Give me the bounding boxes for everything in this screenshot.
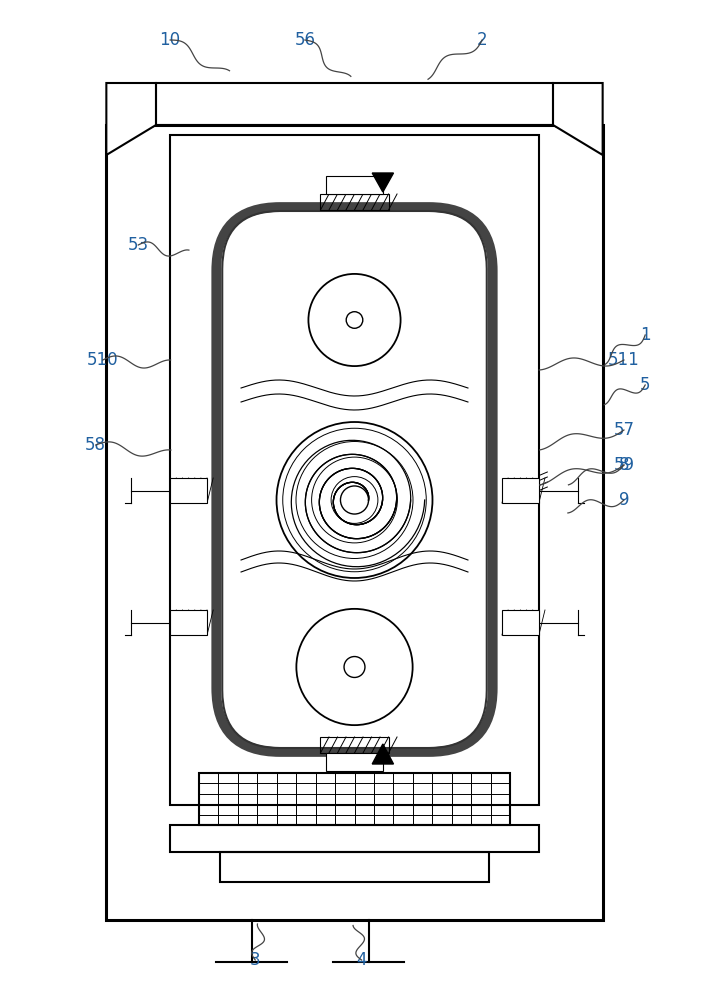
Bar [502, 478, 539, 503]
Text: 1: 1 [640, 326, 650, 344]
Bar [326, 753, 383, 771]
Bar [220, 852, 489, 882]
Text: 59: 59 [613, 456, 635, 474]
Polygon shape [372, 744, 393, 764]
Circle shape [344, 657, 365, 677]
Text: 5: 5 [640, 376, 650, 394]
Text: 56: 56 [294, 31, 316, 49]
FancyBboxPatch shape [216, 207, 493, 752]
Text: 511: 511 [608, 351, 640, 369]
Bar [326, 176, 383, 194]
Bar [170, 825, 539, 852]
Polygon shape [106, 83, 156, 155]
Text: 510: 510 [87, 351, 118, 369]
Text: 57: 57 [613, 421, 635, 439]
Bar [170, 610, 207, 635]
Text: 10: 10 [160, 31, 181, 49]
Bar [170, 135, 539, 805]
Bar [502, 610, 539, 635]
Bar [320, 194, 389, 210]
Polygon shape [553, 83, 603, 155]
Circle shape [308, 274, 401, 366]
Circle shape [346, 312, 363, 328]
Circle shape [340, 486, 369, 514]
Text: 3: 3 [250, 951, 260, 969]
Text: 53: 53 [128, 236, 149, 254]
Text: 9: 9 [619, 491, 629, 509]
Circle shape [277, 422, 432, 578]
Polygon shape [372, 173, 393, 192]
Text: 2: 2 [477, 31, 487, 49]
Text: 4: 4 [357, 951, 367, 969]
Text: 8: 8 [619, 456, 629, 474]
Bar [106, 125, 603, 920]
Bar [156, 83, 553, 125]
Text: 58: 58 [85, 436, 106, 454]
Circle shape [296, 609, 413, 725]
Bar [320, 737, 389, 753]
Bar [199, 773, 510, 825]
Bar [170, 478, 207, 503]
